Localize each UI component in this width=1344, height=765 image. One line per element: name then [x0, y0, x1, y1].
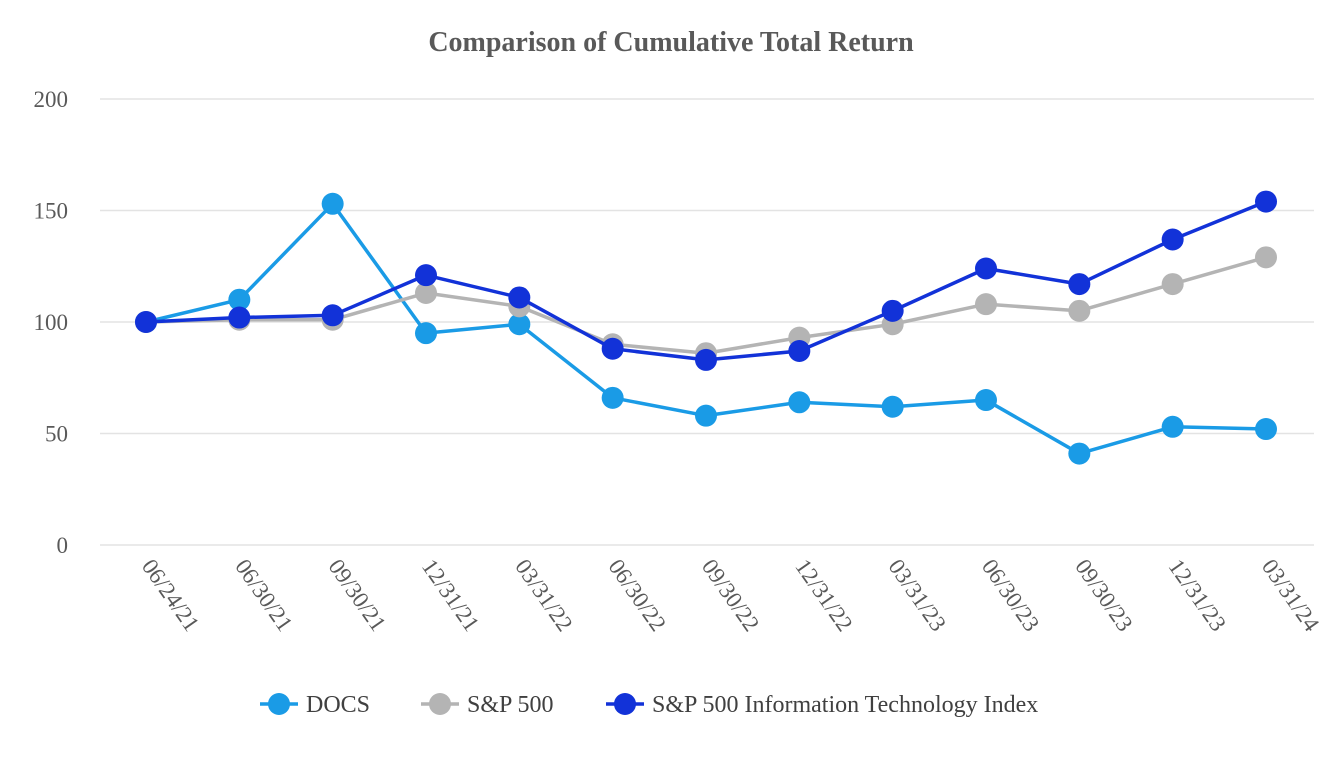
x-tick-label: 09/30/22 — [697, 555, 764, 636]
legend-item-2: S&P 500 Information Technology Index — [606, 692, 1038, 718]
x-tick-label: 06/30/22 — [604, 555, 671, 636]
x-tick-label: 06/24/21 — [137, 555, 204, 636]
data-point — [228, 288, 251, 311]
data-point — [881, 395, 904, 418]
grid-layer — [100, 98, 1314, 546]
x-tick-label: 12/31/23 — [1164, 555, 1231, 636]
y-tick-label: 100 — [34, 310, 69, 335]
x-tick-label: 06/30/23 — [977, 555, 1044, 636]
legend-label: S&P 500 Information Technology Index — [652, 692, 1038, 718]
data-point — [601, 337, 624, 360]
data-point — [415, 282, 437, 305]
data-point — [508, 286, 531, 309]
y-tick-label: 200 — [34, 87, 69, 112]
y-axis-ticks: 0 50 100 150 200 — [34, 87, 69, 558]
data-point — [321, 304, 344, 327]
data-point — [1255, 190, 1277, 213]
data-point — [1068, 273, 1091, 296]
x-tick-label: 03/31/23 — [884, 555, 951, 636]
data-point — [601, 386, 624, 409]
x-tick-label: 12/31/22 — [790, 555, 857, 636]
data-point — [975, 257, 997, 280]
legend-label: S&P 500 — [467, 692, 553, 718]
series-2 — [135, 190, 1277, 371]
x-tick-label: 06/30/21 — [230, 555, 297, 636]
legend-item-0: DOCS — [260, 692, 370, 718]
legend: DOCS S&P 500 S&P 500 Information Technolog… — [260, 692, 1038, 718]
x-tick-label: 09/30/21 — [324, 555, 391, 636]
legend-marker — [429, 693, 451, 715]
data-point — [1161, 415, 1184, 438]
data-point — [321, 192, 344, 215]
data-point — [695, 348, 717, 371]
data-point — [1255, 246, 1277, 269]
data-point — [135, 311, 157, 333]
series-layer — [135, 190, 1277, 465]
y-tick-label: 50 — [45, 422, 68, 447]
legend-marker — [614, 693, 636, 715]
legend-marker — [268, 693, 290, 715]
data-point — [1255, 418, 1277, 441]
x-tick-label: 09/30/23 — [1070, 555, 1137, 636]
legend-label: DOCS — [306, 692, 370, 718]
data-point — [415, 322, 437, 345]
x-axis-ticks: 06/24/21 06/30/21 09/30/21 12/31/21 03/31/22… — [137, 555, 1325, 637]
data-point — [415, 264, 437, 287]
series-1 — [135, 246, 1277, 365]
data-point — [975, 293, 997, 316]
data-point — [788, 391, 811, 414]
x-tick-label: 03/31/22 — [510, 555, 577, 636]
series-0 — [135, 192, 1277, 465]
x-tick-label: 12/31/21 — [417, 555, 484, 636]
data-point — [1068, 299, 1091, 322]
data-point — [1068, 442, 1091, 465]
y-tick-label: 150 — [34, 199, 69, 224]
chart-title: Comparison of Cumulative Total Return — [428, 27, 914, 58]
series-line — [145, 255, 1267, 355]
legend-item-1: S&P 500 — [421, 692, 553, 718]
data-point — [1161, 273, 1184, 296]
data-point — [695, 404, 717, 427]
data-point — [508, 313, 531, 336]
x-tick-label: 03/31/24 — [1257, 555, 1325, 637]
data-point — [788, 339, 811, 362]
data-point — [881, 299, 904, 322]
data-point — [228, 306, 251, 329]
data-point — [1161, 228, 1184, 251]
y-tick-label: 0 — [57, 533, 69, 558]
data-point — [975, 389, 997, 412]
